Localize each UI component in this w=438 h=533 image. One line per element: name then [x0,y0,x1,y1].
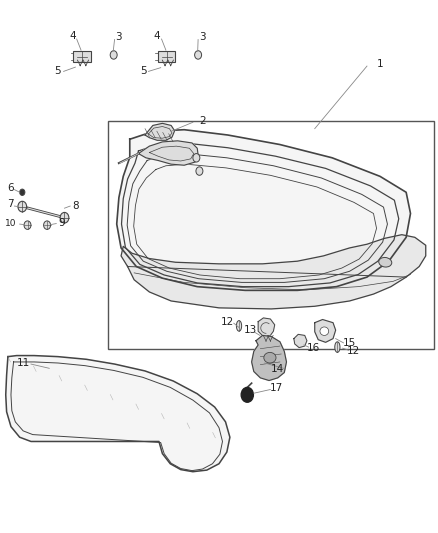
Text: 4: 4 [69,31,76,41]
Polygon shape [252,335,286,381]
Text: 3: 3 [116,33,122,43]
Text: 7: 7 [7,199,14,209]
Text: 2: 2 [199,116,206,126]
Text: 9: 9 [58,218,65,228]
Circle shape [44,221,50,229]
Polygon shape [294,334,307,348]
Circle shape [60,213,69,223]
Text: 11: 11 [17,358,30,368]
Polygon shape [117,130,410,290]
Circle shape [24,221,31,229]
Text: 8: 8 [72,200,79,211]
Polygon shape [258,318,275,336]
Text: 17: 17 [270,383,283,393]
Polygon shape [121,235,426,309]
Text: 3: 3 [199,33,206,43]
Circle shape [193,154,200,162]
Text: 12: 12 [221,317,234,327]
Ellipse shape [379,257,392,267]
Polygon shape [315,319,336,342]
Circle shape [196,167,203,175]
Bar [108,120,434,349]
Polygon shape [145,123,175,140]
Bar [73,51,91,62]
Text: 4: 4 [154,31,160,41]
Text: 1: 1 [377,59,383,69]
Ellipse shape [237,320,242,331]
Text: 5: 5 [55,67,61,76]
Text: 13: 13 [244,325,257,335]
Circle shape [20,189,25,196]
Text: 14: 14 [271,365,284,374]
Circle shape [18,201,27,212]
Bar [158,51,176,62]
Text: 16: 16 [307,343,321,353]
Text: 12: 12 [347,346,360,357]
Circle shape [110,51,117,59]
Text: 10: 10 [5,219,17,228]
Polygon shape [138,141,198,165]
Circle shape [194,51,201,59]
Text: 15: 15 [343,338,356,349]
Circle shape [241,387,253,402]
Ellipse shape [335,342,340,352]
Ellipse shape [320,327,328,335]
Polygon shape [6,356,230,472]
Text: 5: 5 [140,67,147,76]
Ellipse shape [264,352,276,363]
Text: 6: 6 [7,183,14,193]
